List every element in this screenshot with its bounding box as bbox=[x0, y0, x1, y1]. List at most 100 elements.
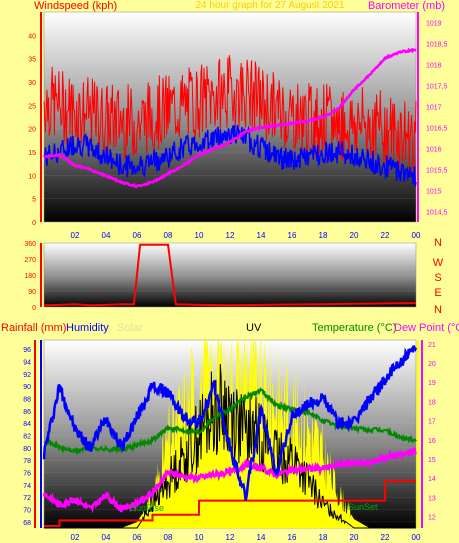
barometer-tick-label: 1016 bbox=[426, 147, 442, 154]
humidity-tick-label: 88 bbox=[23, 397, 31, 404]
humidity-tick-label: 82 bbox=[23, 434, 31, 441]
x-tick-label: 10 bbox=[195, 231, 204, 240]
x-tick-label: 06 bbox=[133, 533, 142, 542]
temp-axis-bar bbox=[421, 340, 423, 528]
x-tick-label: 12 bbox=[226, 533, 235, 542]
x-tick-label: 12 bbox=[226, 231, 235, 240]
humidity-tick-label: 80 bbox=[23, 446, 31, 453]
temperature-tick-label: 13 bbox=[428, 495, 436, 502]
wind-tick-label: 10 bbox=[28, 173, 36, 180]
humidity-tick-label: 76 bbox=[23, 471, 31, 478]
humidity-tick-label: 70 bbox=[23, 508, 31, 515]
x-tick-label: 22 bbox=[381, 231, 390, 240]
temperature-tick-label: 15 bbox=[428, 457, 436, 464]
direction-tick-label: 0 bbox=[32, 305, 36, 312]
temperature-tick-label: 19 bbox=[428, 380, 436, 387]
x-tick-label: 16 bbox=[288, 533, 297, 542]
rain-axis-bar bbox=[34, 340, 36, 528]
direction-tick-label: 360 bbox=[24, 241, 36, 248]
humidity-tick-label: 92 bbox=[23, 372, 31, 379]
compass-label: N bbox=[434, 304, 442, 316]
compass-label: E bbox=[434, 287, 441, 299]
temperature-tick-label: 16 bbox=[428, 438, 436, 445]
direction-plot-area bbox=[43, 242, 417, 308]
uv-header: UV bbox=[246, 322, 262, 334]
barometer-tick-label: 1015,5 bbox=[426, 168, 448, 175]
temperature-tick-label: 18 bbox=[428, 399, 436, 406]
x-tick-label: 10 bbox=[195, 533, 204, 542]
rainfall-header: Rainfall (mm) bbox=[1, 322, 66, 334]
wind-plot-area bbox=[43, 11, 417, 223]
wind-tick-label: 15 bbox=[28, 150, 36, 157]
temperature-tick-label: 17 bbox=[428, 419, 436, 426]
dewpoint-series-line bbox=[42, 447, 418, 514]
x-tick-label: 04 bbox=[102, 533, 111, 542]
humidity-series-line bbox=[42, 345, 418, 501]
barometer-right-axis-bar bbox=[417, 12, 419, 222]
windspeed-axis-title: Windspeed (kph) bbox=[34, 0, 117, 12]
humidity-tick-label: 90 bbox=[23, 384, 31, 391]
wind-tick-label: 20 bbox=[28, 127, 36, 134]
barometer-series-line bbox=[43, 47, 417, 189]
solar-axis-bar bbox=[417, 340, 419, 528]
temperature-series-line bbox=[43, 387, 417, 456]
x-tick-label: 14 bbox=[257, 533, 266, 542]
sunrise-label: SunRise bbox=[130, 503, 164, 513]
humidity-tick-label: 86 bbox=[23, 409, 31, 416]
humidity-tick-label: 78 bbox=[23, 458, 31, 465]
dewpoint-header: Dew Point (°C) bbox=[394, 322, 459, 334]
humidity-header: Humidity bbox=[66, 322, 109, 334]
humidity-tick-label: 74 bbox=[23, 483, 31, 490]
wind-tick-label: 40 bbox=[28, 33, 36, 40]
humidity-tick-label: 94 bbox=[23, 360, 31, 367]
x-tick-label: 18 bbox=[319, 231, 328, 240]
solar-area bbox=[44, 340, 416, 528]
x-tick-label: 06 bbox=[133, 231, 142, 240]
temperature-tick-label: 12 bbox=[428, 514, 436, 521]
humidity-tick-label: 72 bbox=[23, 495, 31, 502]
barometer-tick-label: 1017,5 bbox=[426, 84, 448, 91]
direction-tick-label: 90 bbox=[28, 289, 36, 296]
direction-tick-label: 180 bbox=[24, 273, 36, 280]
x-tick-label: 00 bbox=[412, 533, 421, 542]
x-tick-label: 08 bbox=[164, 533, 173, 542]
barometer-tick-label: 1019 bbox=[426, 21, 442, 28]
compass-label: N bbox=[434, 237, 442, 249]
direction-left-axis-bar bbox=[40, 243, 42, 307]
temperature-tick-label: 20 bbox=[428, 361, 436, 368]
wind-tick-label: 35 bbox=[28, 57, 36, 64]
compass-label: S bbox=[434, 272, 441, 284]
wind-tick-label: 0 bbox=[32, 220, 36, 227]
x-tick-label: 20 bbox=[350, 533, 359, 542]
x-tick-label: 22 bbox=[381, 533, 390, 542]
barometer-tick-label: 1014,5 bbox=[426, 210, 448, 217]
x-tick-label: 20 bbox=[350, 231, 359, 240]
wind-tick-label: 5 bbox=[32, 197, 36, 204]
solar-header: Solar bbox=[117, 322, 143, 334]
barometer-tick-label: 1016,5 bbox=[426, 126, 448, 133]
barometer-axis-title: Barometer (mb) bbox=[368, 0, 445, 12]
barometer-tick-label: 1018 bbox=[426, 63, 442, 70]
x-tick-label: 02 bbox=[71, 231, 80, 240]
temperature-header: Temperature (°C) bbox=[312, 322, 396, 334]
humidity-axis-bar bbox=[40, 340, 42, 528]
compass-label: W bbox=[433, 257, 444, 269]
humidity-tick-label: 68 bbox=[23, 520, 31, 527]
wind-direction-line bbox=[43, 243, 417, 307]
x-tick-label: 18 bbox=[319, 533, 328, 542]
wind-tick-label: 30 bbox=[28, 80, 36, 87]
gust-series-line bbox=[43, 55, 417, 173]
humidity-tick-label: 96 bbox=[23, 347, 31, 354]
x-tick-label: 16 bbox=[288, 231, 297, 240]
temperature-tick-label: 21 bbox=[428, 342, 436, 349]
wind-tick-label: 25 bbox=[28, 103, 36, 110]
rainfall-series-line bbox=[44, 479, 416, 527]
chart-title: 24 hour graph for 27 August 2021 bbox=[195, 0, 344, 11]
sunset-label: SunSet bbox=[348, 502, 378, 512]
wind-left-axis-bar bbox=[40, 12, 42, 222]
barometer-tick-label: 1018,5 bbox=[426, 42, 448, 49]
x-tick-label: 08 bbox=[164, 231, 173, 240]
x-tick-label: 04 bbox=[102, 231, 111, 240]
humidity-tick-label: 84 bbox=[23, 421, 31, 428]
